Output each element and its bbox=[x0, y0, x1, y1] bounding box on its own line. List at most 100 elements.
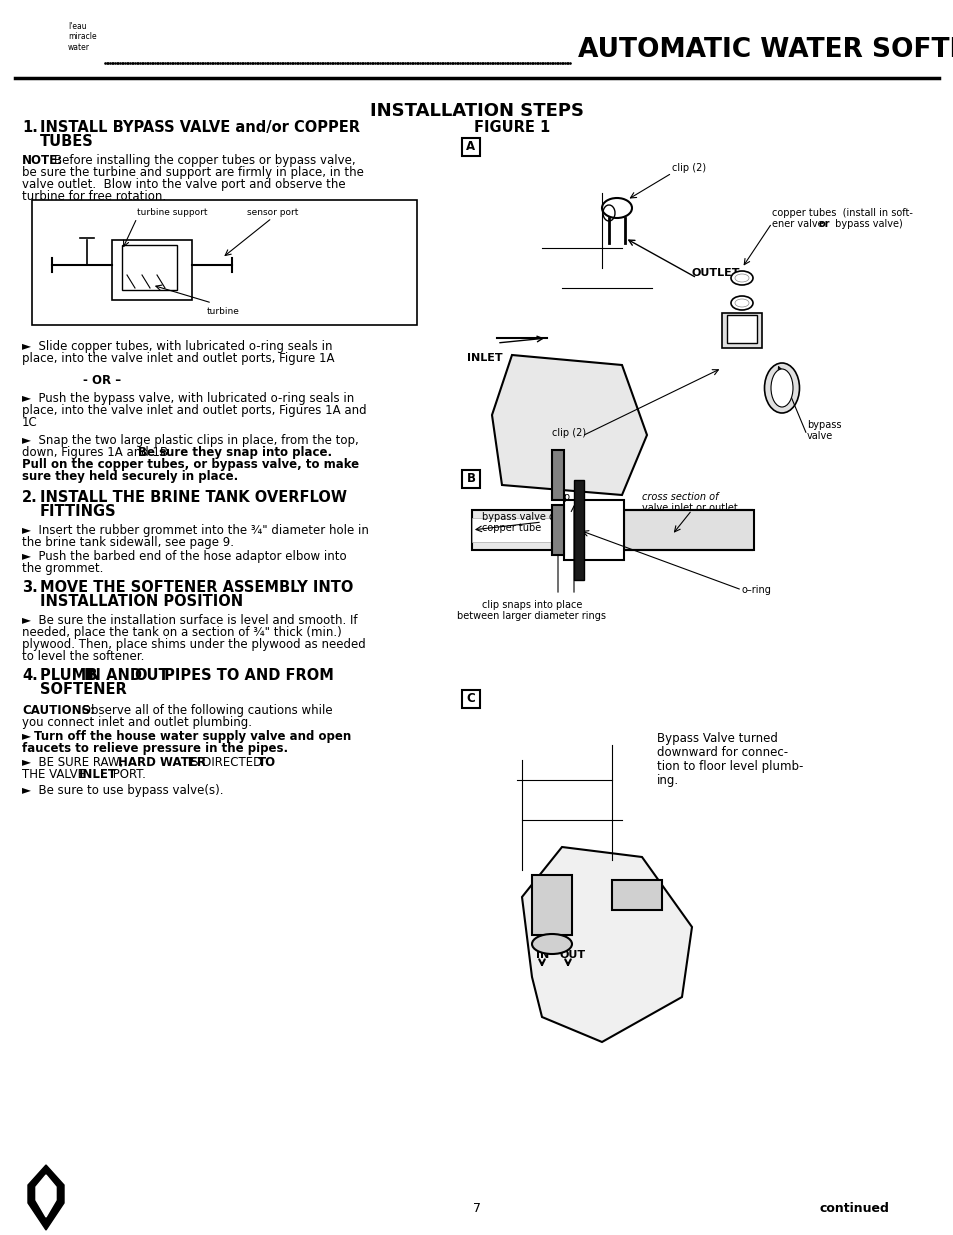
Bar bbox=[612, 881, 661, 910]
Text: ►  Be sure to use bypass valve(s).: ► Be sure to use bypass valve(s). bbox=[22, 784, 223, 797]
Text: IN: IN bbox=[536, 950, 549, 960]
Text: THE VALVE: THE VALVE bbox=[22, 768, 89, 781]
Ellipse shape bbox=[730, 321, 752, 335]
Text: plywood. Then, place shims under the plywood as needed: plywood. Then, place shims under the ply… bbox=[22, 638, 365, 651]
Text: ►  Slide copper tubes, with lubricated o-ring seals in: ► Slide copper tubes, with lubricated o-… bbox=[22, 340, 333, 353]
Text: tion to floor level plumb-: tion to floor level plumb- bbox=[657, 760, 802, 773]
Text: INSTALL THE BRINE TANK OVERFLOW: INSTALL THE BRINE TANK OVERFLOW bbox=[40, 490, 347, 505]
Text: INLET: INLET bbox=[79, 768, 117, 781]
Text: TUBES: TUBES bbox=[40, 135, 93, 149]
Text: place, into the valve inlet and outlet ports, Figure 1A: place, into the valve inlet and outlet p… bbox=[22, 352, 335, 366]
Bar bbox=[563, 500, 623, 559]
Text: ing.: ing. bbox=[657, 774, 679, 787]
Ellipse shape bbox=[532, 934, 572, 953]
Ellipse shape bbox=[734, 299, 748, 308]
Text: to level the softener.: to level the softener. bbox=[22, 650, 144, 663]
Text: Be sure they snap into place.: Be sure they snap into place. bbox=[138, 446, 332, 459]
Text: INSTALL BYPASS VALVE and/or COPPER: INSTALL BYPASS VALVE and/or COPPER bbox=[40, 120, 359, 135]
Text: - OR –: - OR – bbox=[83, 374, 121, 387]
Ellipse shape bbox=[734, 274, 748, 282]
Text: valve outlet.  Blow into the valve port and observe the: valve outlet. Blow into the valve port a… bbox=[22, 178, 345, 191]
Bar bbox=[574, 480, 583, 580]
Bar bbox=[721, 312, 761, 348]
Text: turbine: turbine bbox=[207, 308, 239, 316]
Text: C: C bbox=[466, 692, 475, 705]
Text: OUTLET: OUTLET bbox=[691, 268, 740, 278]
Polygon shape bbox=[492, 354, 646, 495]
Text: INSTALLATION POSITION: INSTALLATION POSITION bbox=[40, 594, 243, 609]
Text: Bypass Valve turned: Bypass Valve turned bbox=[657, 732, 777, 745]
Text: AND: AND bbox=[101, 668, 147, 683]
Text: turbine support: turbine support bbox=[137, 207, 208, 217]
Text: copper tubes  (install in soft-: copper tubes (install in soft- bbox=[771, 207, 912, 219]
Ellipse shape bbox=[763, 363, 799, 412]
Text: Pull on the copper tubes, or bypass valve, to make: Pull on the copper tubes, or bypass valv… bbox=[22, 458, 358, 471]
Text: SOFTENER: SOFTENER bbox=[40, 682, 127, 697]
Text: copper tube: copper tube bbox=[481, 522, 540, 534]
Text: OUT: OUT bbox=[559, 950, 585, 960]
Text: FITTINGS: FITTINGS bbox=[40, 504, 116, 519]
Text: ener valve: ener valve bbox=[771, 219, 826, 228]
Text: clip: clip bbox=[554, 492, 571, 501]
Text: Turn off the house water supply valve and open: Turn off the house water supply valve an… bbox=[34, 730, 351, 743]
Bar bbox=[461, 138, 479, 156]
Text: B: B bbox=[466, 472, 475, 485]
Ellipse shape bbox=[734, 324, 748, 332]
Ellipse shape bbox=[730, 270, 752, 285]
Text: IS DIRECTED: IS DIRECTED bbox=[184, 756, 266, 769]
Text: downward for connec-: downward for connec- bbox=[657, 746, 787, 760]
Polygon shape bbox=[28, 1165, 64, 1230]
Text: AUTOMATIC WATER SOFTENER: AUTOMATIC WATER SOFTENER bbox=[578, 37, 953, 63]
Text: FIGURE 1: FIGURE 1 bbox=[474, 120, 550, 135]
Text: clip snaps into place: clip snaps into place bbox=[481, 600, 581, 610]
Text: ►  Push the barbed end of the hose adaptor elbow into: ► Push the barbed end of the hose adapto… bbox=[22, 550, 346, 563]
Text: l'eau
miracle
water: l'eau miracle water bbox=[68, 22, 96, 52]
Text: sensor port: sensor port bbox=[247, 207, 298, 217]
Text: bypass valve): bypass valve) bbox=[831, 219, 902, 228]
Text: cross section of: cross section of bbox=[641, 492, 718, 501]
Text: Observe all of the following cautions while: Observe all of the following cautions wh… bbox=[78, 704, 333, 718]
Text: ►  Be sure the installation surface is level and smooth. If: ► Be sure the installation surface is le… bbox=[22, 614, 357, 627]
Text: TO: TO bbox=[257, 756, 275, 769]
Bar bbox=[472, 510, 552, 550]
Text: ►  Snap the two large plastic clips in place, from the top,: ► Snap the two large plastic clips in pl… bbox=[22, 433, 358, 447]
Bar bbox=[532, 876, 572, 935]
Bar bbox=[32, 200, 416, 325]
Ellipse shape bbox=[730, 296, 752, 310]
Bar bbox=[112, 240, 192, 300]
Text: clip (2): clip (2) bbox=[552, 429, 585, 438]
Text: Before installing the copper tubes or bypass valve,: Before installing the copper tubes or by… bbox=[54, 154, 355, 167]
Text: ►: ► bbox=[22, 730, 39, 743]
Bar bbox=[122, 245, 177, 290]
Text: place, into the valve inlet and outlet ports, Figures 1A and: place, into the valve inlet and outlet p… bbox=[22, 404, 366, 417]
Text: needed, place the tank on a section of ¾" thick (min.): needed, place the tank on a section of ¾… bbox=[22, 626, 341, 638]
Text: or: or bbox=[818, 219, 830, 228]
Text: 1.: 1. bbox=[22, 120, 38, 135]
Text: the brine tank sidewall, see page 9.: the brine tank sidewall, see page 9. bbox=[22, 536, 233, 550]
Text: INSTALLATION STEPS: INSTALLATION STEPS bbox=[370, 103, 583, 120]
Text: 4.: 4. bbox=[22, 668, 38, 683]
Text: IN: IN bbox=[84, 668, 102, 683]
Text: faucets to relieve pressure in the pipes.: faucets to relieve pressure in the pipes… bbox=[22, 742, 288, 755]
Text: 3.: 3. bbox=[22, 580, 38, 595]
Bar bbox=[623, 510, 753, 550]
Text: you connect inlet and outlet plumbing.: you connect inlet and outlet plumbing. bbox=[22, 716, 252, 729]
Text: PORT.: PORT. bbox=[109, 768, 146, 781]
Text: NOTE:: NOTE: bbox=[22, 154, 63, 167]
Text: 2.: 2. bbox=[22, 490, 38, 505]
Text: valve inlet or outlet: valve inlet or outlet bbox=[641, 503, 737, 513]
Text: ►  Insert the rubber grommet into the ¾" diameter hole in: ► Insert the rubber grommet into the ¾" … bbox=[22, 524, 369, 537]
Text: be sure the turbine and support are firmly in place, in the: be sure the turbine and support are firm… bbox=[22, 165, 363, 179]
Bar bbox=[472, 517, 552, 542]
Text: clip (2): clip (2) bbox=[671, 163, 705, 173]
Polygon shape bbox=[521, 847, 691, 1042]
Text: valve: valve bbox=[806, 431, 832, 441]
Text: OUT: OUT bbox=[133, 668, 169, 683]
Text: PLUMB: PLUMB bbox=[40, 668, 102, 683]
Text: o–ring: o–ring bbox=[741, 585, 771, 595]
Text: down, Figures 1A and 1B.: down, Figures 1A and 1B. bbox=[22, 446, 175, 459]
Text: ►  BE SURE RAW,: ► BE SURE RAW, bbox=[22, 756, 127, 769]
Bar bbox=[552, 505, 563, 555]
Text: 7: 7 bbox=[473, 1202, 480, 1215]
Bar bbox=[552, 450, 563, 500]
